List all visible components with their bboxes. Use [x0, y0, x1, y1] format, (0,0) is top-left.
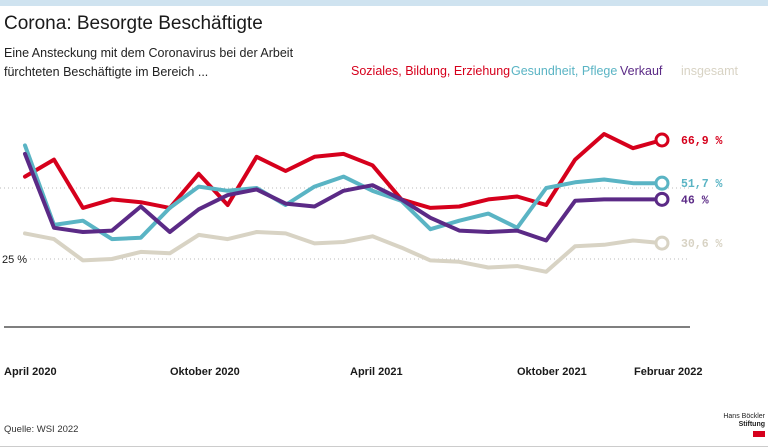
source-note: Quelle: WSI 2022	[4, 424, 79, 435]
logo-mark-icon	[753, 431, 765, 437]
legend-gesundheit: Gesundheit, Pflege	[511, 64, 618, 78]
legend-verkauf: Verkauf	[620, 64, 663, 78]
end-marker-gesundheit	[654, 175, 670, 191]
hans-boeckler-logo: Hans Böckler Stiftung	[719, 413, 765, 437]
legend-insgesamt: insgesamt	[681, 64, 738, 78]
top-accent-bar	[0, 0, 768, 6]
chart-subtitle: Eine Ansteckung mit dem Coronavirus bei …	[4, 46, 294, 79]
end-marker-verkauf	[654, 191, 670, 207]
series-line-insgesamt	[23, 230, 664, 274]
x-tick-label-april-2021: April 2021	[350, 366, 403, 378]
series-line-soziales	[23, 132, 664, 210]
series-line-verkauf	[23, 151, 664, 243]
series-line-gesundheit	[23, 143, 664, 242]
x-tick-label-februar-2022: Februar 2022	[634, 366, 702, 378]
chart-title: Corona: Besorgte Beschäftigte	[4, 13, 263, 34]
end-label-insgesamt: 30,6 %	[681, 238, 723, 251]
end-label-gesundheit: 51,7 %	[681, 178, 723, 191]
end-marker-soziales	[654, 132, 670, 148]
x-tick-label-oktober-2020: Oktober 2020	[170, 366, 240, 378]
logo-line-1: Hans Böckler	[723, 413, 765, 420]
x-tick-label-oktober-2021: Oktober 2021	[517, 366, 587, 378]
legend-soziales: Soziales, Bildung, Erziehung	[351, 64, 511, 78]
y-tick-label-25: 25 %	[2, 254, 27, 266]
x-tick-label-april-2020: April 2020	[4, 366, 57, 378]
end-label-soziales: 66,9 %	[681, 135, 723, 148]
end-label-verkauf: 46 %	[681, 194, 709, 207]
end-marker-insgesamt	[654, 235, 670, 251]
logo-line-2: Stiftung	[738, 421, 765, 428]
